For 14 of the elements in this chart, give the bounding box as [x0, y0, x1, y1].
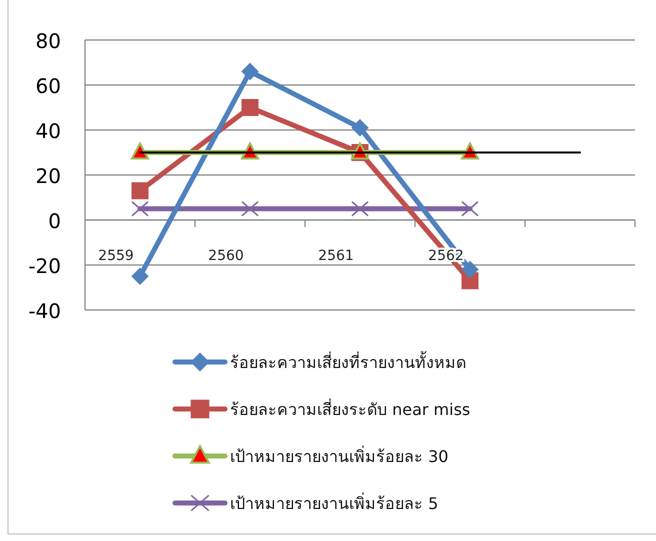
x-tick-label: 2561: [318, 248, 354, 264]
y-tick-label: -40: [28, 299, 61, 323]
legend-label: ร้อยละความเสี่ยงระดับ near miss: [230, 398, 470, 419]
x-tick-label: 2559: [98, 248, 134, 264]
legend-label: เป้าหมายรายงานเพิ่มร้อยละ 30: [230, 445, 448, 466]
y-tick-label: -20: [28, 254, 61, 278]
y-tick-label: 80: [36, 29, 61, 53]
legend-label: ร้อยละความเสี่ยงที่รายงานทั้งหมด: [230, 351, 466, 372]
legend-label: เป้าหมายรายงานเพิ่มร้อยละ 5: [230, 492, 438, 513]
y-tick-label: 60: [36, 74, 61, 98]
y-tick-label: 0: [48, 209, 61, 233]
y-tick-label: 20: [36, 164, 61, 188]
y-tick-label: 40: [36, 119, 61, 143]
x-tick-label: 2560: [208, 248, 244, 264]
